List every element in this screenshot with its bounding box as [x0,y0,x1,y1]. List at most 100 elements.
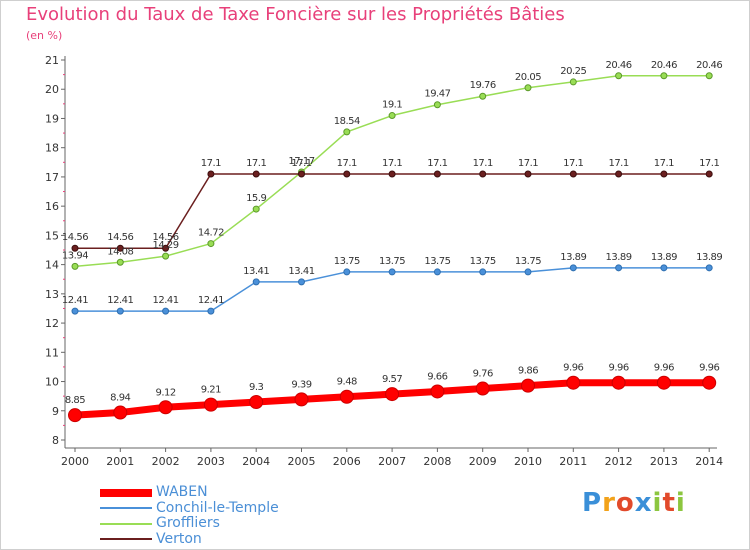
legend-swatch-groffliers [100,522,152,525]
data-point-conchil-le-temple [660,264,668,272]
legend-item-groffliers: Groffliers [100,516,279,532]
data-point-groffliers [207,240,215,248]
y-tick-label: 8 [52,434,59,447]
data-label-verton: 14.56 [153,232,179,243]
x-tick-label: 2011 [559,455,587,468]
data-point-conchil-le-temple [71,307,79,315]
data-point-verton [569,170,577,178]
data-point-groffliers [116,258,124,266]
y-tick-label: 16 [45,200,59,213]
data-point-waben [656,375,671,390]
data-point-verton [252,170,260,178]
data-point-groffliers [343,128,351,136]
data-point-verton [343,170,351,178]
legend-swatch-waben [100,488,152,497]
y-tick-label: 12 [45,317,59,330]
data-label-verton: 17.1 [201,158,221,169]
y-tick-label: 17 [45,171,59,184]
data-point-conchil-le-temple [207,307,215,315]
data-label-groffliers: 14.29 [153,240,179,251]
data-label-conchil-le-temple: 13.89 [696,252,722,263]
data-label-verton: 17.1 [518,158,538,169]
data-point-groffliers [660,72,668,80]
data-point-verton [388,170,396,178]
data-point-conchil-le-temple [569,264,577,272]
data-point-conchil-le-temple [705,264,713,272]
data-label-verton: 14.56 [107,232,133,243]
chart-title: Evolution du Taux de Taxe Foncière sur l… [26,4,565,25]
y-tick-label: 9 [52,405,59,418]
data-label-conchil-le-temple: 12.41 [153,295,179,306]
data-label-conchil-le-temple: 12.41 [198,295,224,306]
data-label-verton: 17.1 [246,158,266,169]
data-label-verton: 17.1 [291,158,311,169]
data-point-verton [433,170,441,178]
data-label-waben: 9.3 [249,382,264,393]
x-tick-label: 2010 [514,455,542,468]
x-tick-label: 2001 [106,455,134,468]
data-label-groffliers: 19.76 [470,80,496,91]
data-point-groffliers [162,252,170,260]
x-tick-label: 2008 [423,455,451,468]
y-tick-label: 11 [45,346,59,359]
data-point-waben [68,408,82,423]
data-label-groffliers: 19.1 [382,100,402,111]
data-point-groffliers [433,101,441,109]
data-point-waben [475,381,490,396]
x-tick-label: 2014 [695,455,723,468]
data-label-waben: 9.96 [699,363,719,374]
data-label-conchil-le-temple: 13.75 [379,256,405,267]
data-point-verton [298,170,305,178]
data-label-groffliers: 20.05 [515,72,541,83]
data-label-groffliers: 14.08 [107,246,133,257]
data-label-groffliers: 15.9 [246,193,266,204]
data-label-groffliers: 20.25 [560,66,586,77]
legend-label-groffliers: Groffliers [156,515,220,532]
data-point-waben [566,375,581,390]
data-point-waben [294,392,309,407]
data-label-groffliers: 14.72 [198,228,224,239]
data-label-waben: 9.96 [654,363,674,374]
y-tick-label: 20 [45,83,59,96]
data-point-verton [116,244,124,252]
y-tick-label: 13 [45,288,59,301]
data-label-waben: 9.96 [563,363,583,374]
data-point-waben [611,375,626,390]
data-point-waben [339,389,354,404]
data-point-waben [521,378,535,393]
x-tick-label: 2003 [197,455,225,468]
data-point-groffliers [388,112,396,120]
legend-item-waben: WABEN [100,485,279,501]
data-point-waben [158,400,173,415]
data-point-groffliers [569,78,577,86]
data-point-verton [207,170,215,178]
data-label-verton: 17.1 [654,158,674,169]
data-label-groffliers: 13.94 [62,250,88,261]
data-point-conchil-le-temple [615,264,623,272]
data-point-conchil-le-temple [298,278,305,286]
x-tick-label: 2002 [152,455,180,468]
legend-label-verton: Verton [156,530,202,547]
data-point-waben [702,375,717,390]
data-point-verton [162,244,170,252]
data-point-conchil-le-temple [479,268,487,276]
data-point-groffliers [252,205,260,213]
x-tick-label: 2000 [61,455,89,468]
data-point-groffliers [71,262,79,270]
data-point-conchil-le-temple [162,307,170,315]
data-point-verton [524,170,532,178]
y-tick-label: 21 [45,54,59,67]
data-point-waben [385,387,400,402]
data-label-verton: 17.1 [563,158,583,169]
data-label-conchil-le-temple: 13.89 [651,252,677,263]
data-point-verton [705,170,713,178]
y-tick-label: 19 [45,112,59,125]
data-label-conchil-le-temple: 12.41 [62,295,88,306]
legend-item-verton: Verton [100,530,279,548]
data-point-verton [615,170,623,178]
data-label-verton: 17.1 [699,158,719,169]
x-tick-label: 2005 [288,455,316,468]
data-point-conchil-le-temple [116,307,124,315]
data-label-conchil-le-temple: 13.41 [288,266,314,277]
